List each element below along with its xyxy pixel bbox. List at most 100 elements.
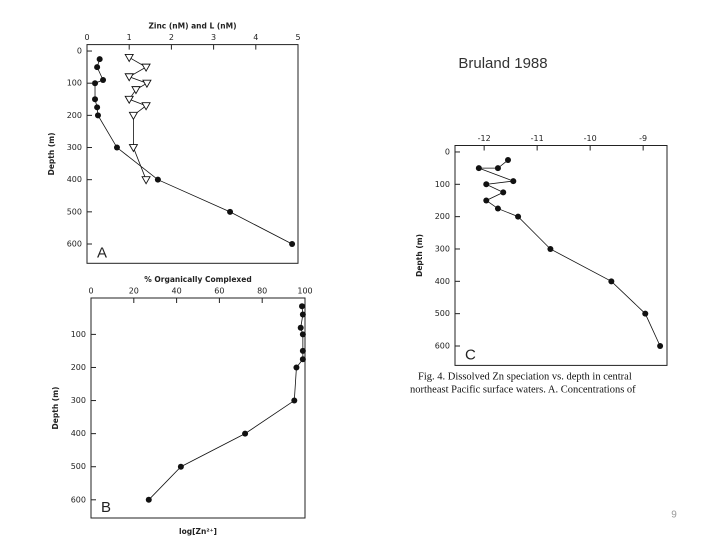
data-point xyxy=(494,165,501,172)
data-point xyxy=(124,95,134,105)
data-point xyxy=(299,331,306,338)
y-tick-label: 300 xyxy=(435,244,450,253)
data-point xyxy=(289,241,296,248)
plot-frame xyxy=(90,297,306,519)
x-axis-label: % Organically Complexed xyxy=(144,275,251,284)
data-point xyxy=(142,79,152,89)
y-tick-label: 300 xyxy=(71,396,86,405)
data-point xyxy=(141,63,151,73)
x-tick-label: 40 xyxy=(172,287,182,296)
data-point xyxy=(547,245,554,252)
data-point xyxy=(124,54,134,63)
data-point xyxy=(608,278,615,285)
y-tick-label: 100 xyxy=(435,180,450,189)
data-point xyxy=(154,176,161,183)
y-tick-label: 600 xyxy=(71,495,86,504)
x-tick-label: 0 xyxy=(84,33,89,42)
series-line xyxy=(478,159,661,347)
x-tick-label: 0 xyxy=(88,287,93,296)
y-tick-label: 600 xyxy=(435,341,450,350)
x-tick-label: 2 xyxy=(169,33,174,42)
data-point xyxy=(141,176,151,185)
x-axis-label: Zinc (nM) and L (nM) xyxy=(148,22,236,31)
x-axis-label: log[Zn²⁺] xyxy=(179,527,217,536)
panel-label: C xyxy=(465,346,476,363)
data-point xyxy=(299,311,306,318)
series-line xyxy=(128,57,148,180)
slide-title: Bruland 1988 xyxy=(458,55,547,72)
y-tick-label: 600 xyxy=(67,240,82,249)
y-axis-label: Depth (m) xyxy=(51,387,60,430)
data-point xyxy=(657,342,664,349)
y-axis-label: Depth (m) xyxy=(415,234,424,277)
data-point xyxy=(124,73,134,82)
plot-frame xyxy=(86,44,299,264)
data-point xyxy=(92,96,99,103)
x-tick-label: -11 xyxy=(531,134,544,143)
x-tick-label: -12 xyxy=(478,134,491,143)
data-point xyxy=(94,64,101,71)
y-tick-label: 300 xyxy=(67,143,82,152)
x-tick-label: 60 xyxy=(214,287,224,296)
data-point xyxy=(291,397,298,404)
data-point xyxy=(510,178,517,185)
y-tick-label: 100 xyxy=(71,330,86,339)
y-tick-label: 200 xyxy=(435,212,450,221)
data-point xyxy=(242,430,249,437)
data-point xyxy=(131,86,141,95)
y-tick-label: 500 xyxy=(435,309,450,318)
x-tick-label: -10 xyxy=(584,134,597,143)
data-point xyxy=(145,496,152,503)
data-point xyxy=(113,144,120,151)
x-tick-label: 100 xyxy=(297,287,312,296)
x-tick-label: -9 xyxy=(639,134,647,143)
caption-line: northeast Pacific surface waters. A. Con… xyxy=(410,384,636,395)
data-point xyxy=(128,111,139,121)
data-point xyxy=(94,104,101,111)
page-number: 9 xyxy=(671,510,677,521)
data-point xyxy=(299,356,306,363)
series-line xyxy=(94,58,293,245)
data-point xyxy=(475,165,482,172)
data-point xyxy=(177,463,184,470)
panel-label: A xyxy=(97,244,107,261)
data-point xyxy=(92,80,99,87)
data-point xyxy=(297,324,304,331)
y-tick-label: 400 xyxy=(435,277,450,286)
data-point xyxy=(227,208,234,215)
data-point xyxy=(494,205,501,212)
data-point xyxy=(642,310,649,317)
x-tick-label: 20 xyxy=(129,287,139,296)
data-point xyxy=(500,189,507,196)
data-point xyxy=(96,56,103,63)
data-point xyxy=(483,181,490,188)
data-point xyxy=(128,144,139,153)
y-tick-label: 500 xyxy=(67,207,82,216)
data-point xyxy=(299,347,306,354)
data-point xyxy=(94,112,101,119)
data-point xyxy=(141,102,151,111)
x-tick-label: 1 xyxy=(127,33,132,42)
data-point xyxy=(100,76,107,83)
data-point xyxy=(293,364,300,371)
x-tick-label: 4 xyxy=(253,33,258,42)
caption-line: Fig. 4. Dissolved Zn speciation vs. dept… xyxy=(418,371,632,382)
panel-label: B xyxy=(101,499,111,516)
y-tick-label: 400 xyxy=(71,429,86,438)
x-tick-label: 80 xyxy=(257,287,267,296)
data-point xyxy=(299,303,306,310)
data-point xyxy=(505,157,511,164)
data-point xyxy=(515,213,522,220)
y-tick-label: 100 xyxy=(67,79,82,88)
x-tick-label: 5 xyxy=(295,33,300,42)
y-tick-label: 0 xyxy=(445,147,450,156)
series-line xyxy=(148,306,304,501)
y-tick-label: 400 xyxy=(67,175,82,184)
plot-frame xyxy=(454,145,668,366)
y-axis-label: Depth (m) xyxy=(47,133,56,176)
x-tick-label: 3 xyxy=(211,33,216,42)
y-tick-label: 0 xyxy=(77,47,82,56)
y-tick-label: 500 xyxy=(71,462,86,471)
y-tick-label: 200 xyxy=(71,363,86,372)
